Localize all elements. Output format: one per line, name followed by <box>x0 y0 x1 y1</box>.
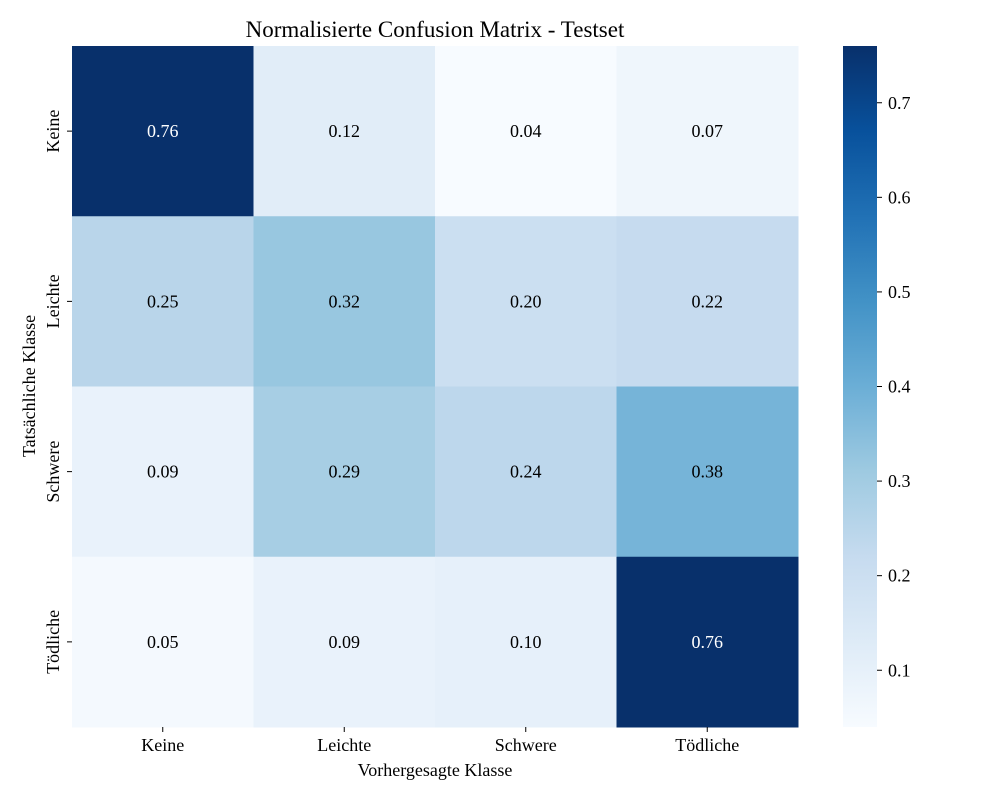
cell-value-label: 0.10 <box>510 632 542 652</box>
cell-value-label: 0.32 <box>329 291 361 311</box>
heatmap-cell <box>253 216 436 387</box>
colorbar-tick-label: 0.3 <box>888 471 911 491</box>
heatmap-cell <box>72 46 254 217</box>
cell-value-label: 0.25 <box>147 291 179 311</box>
colorbar-tick-label: 0.6 <box>888 187 911 207</box>
cell-value-label: 0.76 <box>147 121 179 141</box>
heatmap-cell <box>435 556 617 728</box>
heatmap-cell-labels: 0.76 0.12 0.04 0.07 0.25 0.32 0.20 0.22 0.09 0.29… <box>147 121 723 652</box>
y-tick-label: Tödliche <box>43 610 63 674</box>
x-axis-label: Vorhergesagte Klasse <box>358 760 513 780</box>
y-axis-ticks: Keine Leichte Schwere Tödliche <box>43 110 72 674</box>
colorbar-tick-label: 0.4 <box>888 377 911 397</box>
cell-value-label: 0.09 <box>329 632 361 652</box>
heatmap-cell <box>435 46 617 217</box>
x-tick-label: Keine <box>141 735 184 755</box>
cell-value-label: 0.20 <box>510 291 542 311</box>
heatmap-cell <box>72 216 254 387</box>
heatmap-cells <box>72 46 799 728</box>
heatmap-cell <box>616 556 799 728</box>
x-tick-label: Leichte <box>317 735 371 755</box>
heatmap-cell <box>72 386 254 558</box>
cell-value-label: 0.22 <box>692 291 724 311</box>
heatmap-cell <box>72 556 254 728</box>
heatmap-cell <box>616 46 799 217</box>
chart-title: Normalisierte Confusion Matrix - Testset <box>246 17 625 42</box>
cell-value-label: 0.04 <box>510 121 542 141</box>
cell-value-label: 0.76 <box>692 632 724 652</box>
colorbar-tick-label: 0.1 <box>888 660 911 680</box>
heatmap-cell <box>435 386 617 558</box>
heatmap-cell <box>253 46 436 217</box>
cell-value-label: 0.38 <box>692 462 724 482</box>
heatmap-cell <box>435 216 617 387</box>
cell-value-label: 0.05 <box>147 632 179 652</box>
y-tick-label: Leichte <box>43 274 63 328</box>
cell-value-label: 0.12 <box>329 121 361 141</box>
colorbar-tick-label: 0.2 <box>888 566 911 586</box>
colorbar-tick-label: 0.5 <box>888 282 911 302</box>
cell-value-label: 0.09 <box>147 462 179 482</box>
heatmap-cell <box>253 386 436 558</box>
heatmap-cell <box>253 556 436 728</box>
x-tick-label: Tödliche <box>675 735 739 755</box>
cell-value-label: 0.07 <box>692 121 724 141</box>
x-axis-ticks: Keine Leichte Schwere Tödliche <box>141 727 739 755</box>
y-tick-label: Keine <box>43 110 63 153</box>
x-tick-label: Schwere <box>495 735 557 755</box>
heatmap-cell <box>616 386 799 558</box>
y-tick-label: Schwere <box>43 441 63 503</box>
cell-value-label: 0.24 <box>510 462 542 482</box>
y-axis-label: Tatsächliche Klasse <box>19 315 39 457</box>
cell-value-label: 0.29 <box>329 462 361 482</box>
heatmap-cell <box>616 216 799 387</box>
colorbar <box>843 46 877 727</box>
colorbar-tick-label: 0.7 <box>888 93 911 113</box>
colorbar-ticks: 0.1 0.2 0.3 0.4 0.5 0.6 0.7 <box>877 93 911 680</box>
